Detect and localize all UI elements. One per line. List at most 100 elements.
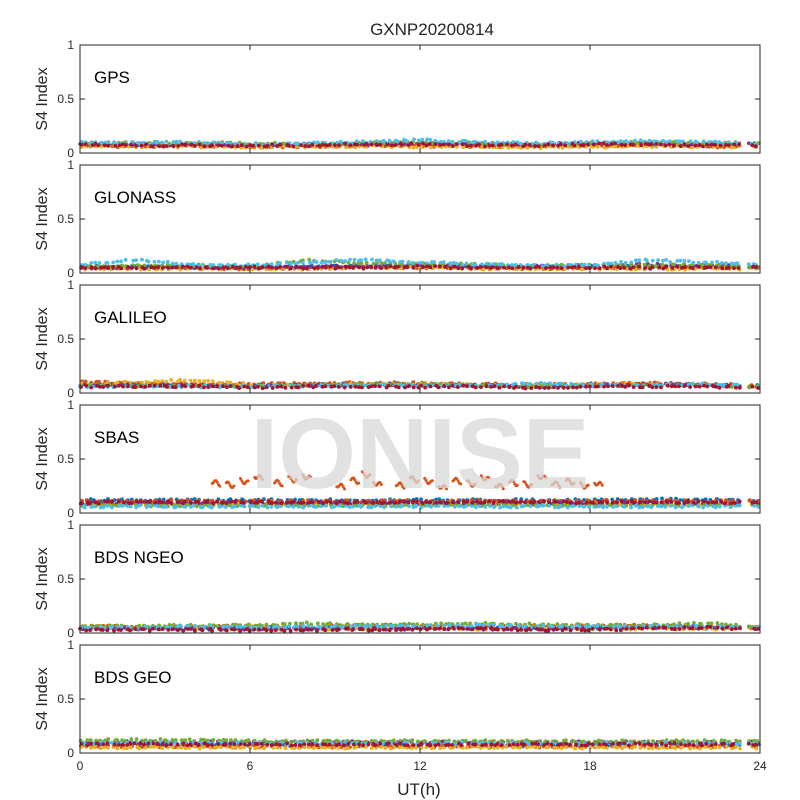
data-point (299, 143, 303, 148)
data-point (234, 266, 239, 270)
data-point (216, 266, 221, 271)
data-point (660, 262, 665, 267)
data-point (294, 264, 299, 269)
data-point (746, 262, 751, 266)
data-point (329, 384, 334, 389)
data-point (446, 139, 451, 144)
data-point (433, 138, 438, 143)
data-point (126, 384, 130, 389)
data-point (183, 504, 188, 509)
data-point (115, 259, 120, 264)
data-point (327, 259, 332, 264)
data-point (637, 385, 642, 390)
data-point (647, 383, 652, 388)
data-point (371, 261, 376, 266)
data-point (274, 266, 279, 271)
data-point (270, 386, 275, 390)
data-point (750, 500, 755, 505)
data-point (202, 385, 206, 390)
data-point (669, 384, 674, 389)
data-point (727, 143, 731, 148)
data-point (352, 257, 357, 262)
data-point (506, 145, 511, 150)
data-point (174, 265, 179, 269)
data-point (327, 142, 332, 147)
data-point (579, 139, 583, 144)
data-point (483, 144, 487, 149)
data-point (307, 144, 311, 149)
data-point (269, 262, 274, 267)
data-point (301, 266, 306, 271)
data-point (208, 263, 213, 267)
data-point (245, 385, 250, 390)
data-point (396, 139, 400, 144)
data-point (156, 379, 161, 384)
data-point (688, 385, 692, 389)
data-point (425, 261, 430, 266)
data-point (365, 265, 370, 270)
data-point (578, 384, 583, 389)
data-point (170, 265, 175, 270)
data-point (113, 144, 118, 148)
data-point (544, 266, 548, 270)
data-point (713, 384, 718, 389)
data-point (465, 144, 470, 149)
data-point (717, 140, 722, 144)
data-point (552, 385, 556, 390)
data-point (472, 139, 477, 144)
data-point (561, 385, 566, 390)
data-point (140, 257, 144, 262)
data-point (105, 504, 110, 508)
data-point (348, 257, 352, 262)
data-point (521, 266, 526, 270)
data-point (447, 385, 451, 390)
data-point (735, 261, 740, 266)
data-point (697, 143, 702, 148)
data-point (587, 266, 592, 270)
data-point (623, 384, 628, 389)
data-point (637, 258, 642, 263)
data-point (720, 266, 725, 271)
data-point (460, 142, 465, 147)
data-point (678, 258, 683, 263)
y-tick-label: 0.5 (57, 92, 74, 106)
data-point (649, 505, 654, 510)
data-point (374, 258, 379, 263)
data-point (613, 144, 618, 149)
data-point (387, 259, 392, 263)
data-point (182, 378, 187, 383)
data-point (513, 381, 518, 386)
data-point (560, 146, 565, 150)
data-point (149, 265, 154, 269)
data-point (548, 265, 553, 269)
data-point (604, 143, 609, 147)
data-point (164, 144, 169, 148)
data-point (619, 259, 623, 264)
data-point (732, 142, 737, 147)
data-point (713, 265, 718, 270)
data-point (359, 261, 364, 266)
data-point (582, 262, 587, 267)
data-point (629, 260, 634, 265)
data-point (611, 505, 615, 509)
data-point (180, 264, 185, 269)
data-point (130, 265, 135, 270)
data-point (96, 501, 101, 506)
data-point (637, 505, 642, 510)
data-point (465, 384, 469, 388)
data-point (256, 143, 261, 148)
data-point (202, 144, 207, 149)
data-point (510, 266, 515, 271)
data-point (378, 142, 383, 147)
data-point (667, 142, 672, 147)
data-point (622, 504, 627, 509)
data-point (400, 143, 404, 147)
data-point (734, 385, 738, 390)
y-tick-label: 0.5 (57, 332, 74, 346)
data-point (323, 265, 328, 270)
data-point (366, 385, 371, 389)
data-point (423, 385, 428, 390)
data-point (454, 142, 459, 147)
data-point (571, 385, 575, 390)
data-point (324, 143, 328, 148)
